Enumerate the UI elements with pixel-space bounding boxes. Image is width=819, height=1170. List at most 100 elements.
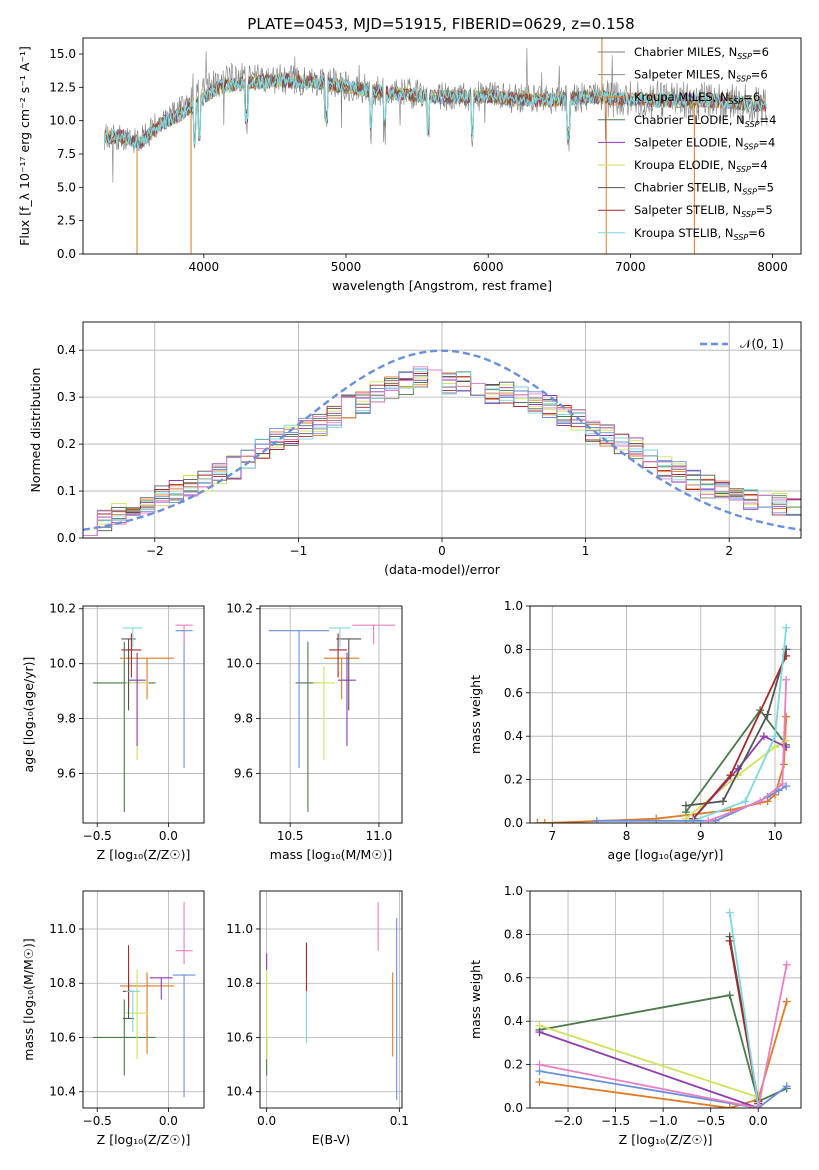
z-age-plot-area [92, 624, 193, 813]
x-axis-label: E(B-V) [312, 1132, 351, 1147]
weight-line [728, 912, 760, 1106]
y-axis-label: Normed distribution [28, 368, 43, 493]
y-tick-label: 0.4 [504, 1014, 523, 1028]
data-point [313, 666, 335, 760]
x-axis-label: mass [log₁₀(M/M☉)] [270, 847, 392, 862]
x-tick-label: −1.0 [649, 1114, 678, 1128]
y-tick-label: 0.4 [57, 343, 76, 357]
residuals-panel: −2 −1 0 1 2 0.0 0.1 0.2 0.3 0.4 (data-model)/error… [28, 321, 802, 577]
y-tick-label: 10.6 [49, 1030, 76, 1044]
y-tick-label: 1.0 [504, 599, 523, 613]
legend-label: Chabrier MILES, NSSP=6 [634, 45, 769, 61]
z-weight-plot-area [535, 908, 791, 1108]
x-tick-label: 1 [582, 544, 590, 558]
spectrum-model-line [103, 73, 767, 150]
legend-label: Chabrier STELIB, NSSP=5 [634, 181, 774, 197]
y-tick-label: 0.4 [504, 729, 523, 743]
y-tick-label: 5.0 [57, 180, 76, 194]
data-point [172, 974, 196, 1098]
x-tick-label: 8000 [757, 260, 788, 274]
data-point [268, 630, 330, 769]
x-tick-label: 8 [623, 829, 631, 843]
y-axis-label: Flux [f_λ 10⁻¹⁷ erg cm⁻² s⁻¹ A⁻¹] [17, 46, 32, 246]
data-point [338, 652, 356, 747]
y-tick-label: 0.0 [504, 1101, 523, 1115]
data-point [125, 969, 149, 1060]
y-tick-label: 0.2 [504, 1058, 523, 1072]
x-axis-label: Z [log₁₀(Z/Z☉)] [97, 1132, 191, 1147]
y-tick-label: 7.5 [57, 147, 76, 161]
histogram-series [83, 369, 801, 537]
y-axis-label: mass [log₁₀(M/M☉)] [21, 938, 36, 1060]
data-point [92, 999, 156, 1076]
y-tick-label: 9.6 [57, 767, 76, 781]
data-point [323, 657, 360, 700]
spectrum-panel: 4000 5000 6000 7000 8000 0.0 2.5 5.0 7.5 10.0 12.5… [17, 37, 802, 293]
x-tick-label: 0 [438, 544, 446, 558]
legend-label: Kroupa ELODIE, NSSP=4 [634, 158, 768, 174]
z-mass-frame [82, 890, 205, 1109]
z-mass-plot-area [92, 901, 196, 1098]
mass-age-panel: 10.5 11.0 9.6 9.8 10.0 10.2 mass [log₁₀(M/M☉)] [226, 602, 403, 862]
histogram-series [83, 366, 801, 537]
y-tick-label: 0.1 [57, 484, 76, 498]
ebv-mass-panel: 0.0 0.1 10.4 10.6 10.8 11.0 E(B-V) [226, 890, 409, 1147]
data-point [175, 901, 193, 965]
y-tick-label: 10.8 [49, 976, 76, 990]
x-tick-label: 0.1 [390, 1114, 409, 1128]
figure-title: PLATE=0453, MJD=51915, FIBERID=0629, z=0… [247, 15, 634, 33]
data-point [121, 633, 142, 678]
mass-age-plot-area [268, 624, 395, 813]
weight-series [725, 908, 763, 1108]
x-tick-label: 2 [725, 544, 733, 558]
x-axis-label: Z [log₁₀(Z/Z☉)] [619, 1132, 713, 1147]
x-tick-label: 5000 [331, 260, 362, 274]
y-tick-label: 9.8 [234, 712, 253, 726]
x-axis-label: (data-model)/error [384, 562, 501, 577]
x-tick-label: 9 [697, 829, 705, 843]
y-tick-label: 10.2 [49, 602, 76, 616]
y-tick-label: 10.4 [226, 1085, 253, 1099]
spectrum-plot-area [103, 38, 768, 254]
weight-line [539, 1024, 759, 1099]
y-tick-label: 0.0 [57, 531, 76, 545]
y-axis-label: mass weight [468, 960, 483, 1039]
x-tick-label: 6000 [473, 260, 504, 274]
data-point [92, 641, 156, 813]
y-tick-label: 0.3 [57, 390, 76, 404]
weight-line [685, 649, 788, 807]
weight-line [539, 1070, 788, 1108]
x-tick-label: 0.0 [257, 1114, 276, 1128]
y-tick-label: 2.5 [57, 214, 76, 228]
z-age-frame [82, 605, 205, 824]
mass-age-frame [259, 605, 403, 824]
x-tick-label: −2 [146, 544, 164, 558]
residuals-plot-area [83, 349, 801, 537]
spectrum-frame [82, 37, 802, 255]
data-point [336, 638, 362, 711]
ebv-mass-plot-area [266, 901, 398, 1100]
x-axis-label: age [log₁₀(age/yr)] [608, 847, 724, 862]
x-tick-label: 0.0 [749, 1114, 768, 1128]
y-tick-label: 0.0 [57, 247, 76, 261]
z-mass-panel: −0.5 0.0 10.4 10.6 10.8 11.0 Z [log₁₀(Z/Z☉)] ma… [21, 890, 205, 1147]
y-tick-label: 10.0 [49, 657, 76, 671]
y-tick-label: 0.8 [504, 642, 523, 656]
weight-series [592, 782, 791, 823]
data-point [352, 624, 395, 645]
x-tick-label: −1.5 [601, 1114, 630, 1128]
legend-label: Kroupa MILES, NSSP=6 [634, 90, 760, 106]
y-tick-label: 10.0 [49, 114, 76, 128]
y-axis-label: age [log₁₀(age/yr)] [21, 657, 36, 773]
z-weight-panel: −2.0 −1.5 −1.0 −0.5 0.0 0.0 0.2 0.4 0.6 0.8 1.0 Z [… [468, 884, 802, 1147]
x-tick-label: −2.0 [553, 1114, 582, 1128]
x-tick-label: 10 [767, 829, 782, 843]
x-tick-label: −0.5 [83, 1114, 112, 1128]
y-tick-label: 11.0 [226, 922, 253, 936]
data-point [128, 652, 146, 747]
age-weight-panel: 7 8 9 10 0.0 0.2 0.4 0.6 0.8 1.0 age [log₁₀(age/yr… [468, 599, 802, 862]
data-point [329, 627, 351, 648]
y-tick-label: 0.6 [504, 686, 523, 700]
x-tick-label: −1 [290, 544, 308, 558]
x-tick-label: −0.5 [696, 1114, 725, 1128]
